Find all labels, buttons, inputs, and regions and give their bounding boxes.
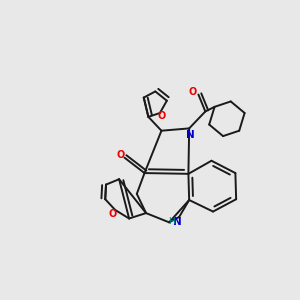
Text: O: O xyxy=(116,150,125,160)
Text: O: O xyxy=(109,209,117,219)
Text: N: N xyxy=(186,130,195,140)
Text: H: H xyxy=(168,217,175,226)
Text: O: O xyxy=(188,87,196,97)
Text: O: O xyxy=(157,111,166,121)
Text: N: N xyxy=(173,217,182,226)
